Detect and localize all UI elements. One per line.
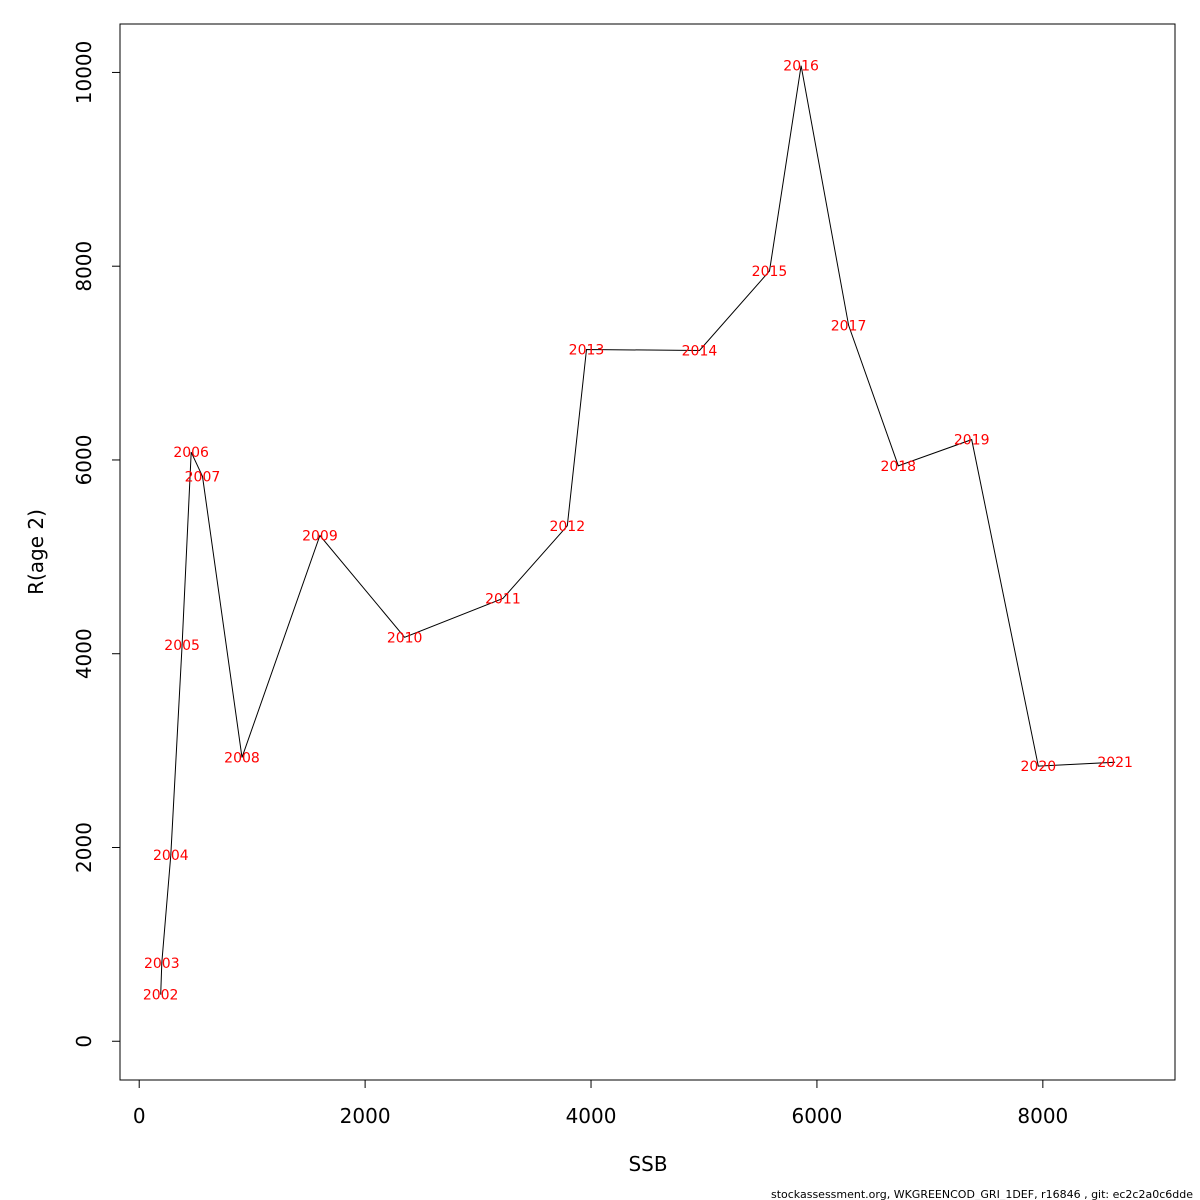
plot-frame [119, 23, 1176, 1081]
point-label-2016: 2016 [783, 59, 819, 75]
point-label-2005: 2005 [164, 638, 200, 654]
y-tick-label: 2000 [72, 822, 96, 873]
footer-credit: stockassessment.org, WKGREENCOD_GRI_1DEF… [771, 1188, 1193, 1200]
point-label-2021: 2021 [1097, 755, 1133, 771]
point-label-2014: 2014 [682, 343, 718, 359]
x-tick-label: 4000 [566, 1104, 617, 1128]
y-axis: 0 2000 4000 6000 8000 10000 [72, 41, 121, 1048]
point-label-2017: 2017 [831, 318, 867, 334]
point-label-2013: 2013 [569, 343, 605, 359]
point-label-2003: 2003 [144, 956, 180, 972]
point-label-2019: 2019 [954, 433, 990, 449]
point-label-2010: 2010 [387, 630, 423, 646]
x-tick-label: 6000 [791, 1104, 842, 1128]
y-tick-label: 8000 [72, 241, 96, 292]
x-axis: 0 2000 4000 6000 8000 [133, 1079, 1068, 1128]
y-tick-label: 4000 [72, 628, 96, 679]
x-tick-label: 2000 [340, 1104, 391, 1128]
y-axis-title: R(age 2) [24, 509, 48, 595]
series-line [160, 65, 1116, 995]
point-label-2012: 2012 [549, 519, 585, 535]
y-tick-label: 0 [72, 1035, 96, 1048]
point-label-2015: 2015 [752, 264, 788, 280]
point-label-2006: 2006 [173, 445, 209, 461]
point-label-2007: 2007 [185, 469, 221, 485]
point-label-2009: 2009 [302, 529, 338, 545]
point-label-2002: 2002 [143, 988, 179, 1004]
point-label-2020: 2020 [1021, 759, 1057, 775]
x-tick-label: 0 [133, 1104, 146, 1128]
point-label-2018: 2018 [880, 459, 916, 475]
point-label-2011: 2011 [485, 592, 521, 608]
y-tick-label: 10000 [72, 41, 96, 105]
y-tick-label: 6000 [72, 435, 96, 486]
point-label-2008: 2008 [224, 750, 260, 766]
point-label-2004: 2004 [153, 848, 189, 864]
x-tick-label: 8000 [1017, 1104, 1068, 1128]
x-axis-title: SSB [628, 1152, 667, 1176]
point-labels: 2002 2003 2004 2005 2006 2007 2008 2009 2010 2011… [143, 59, 1133, 1004]
